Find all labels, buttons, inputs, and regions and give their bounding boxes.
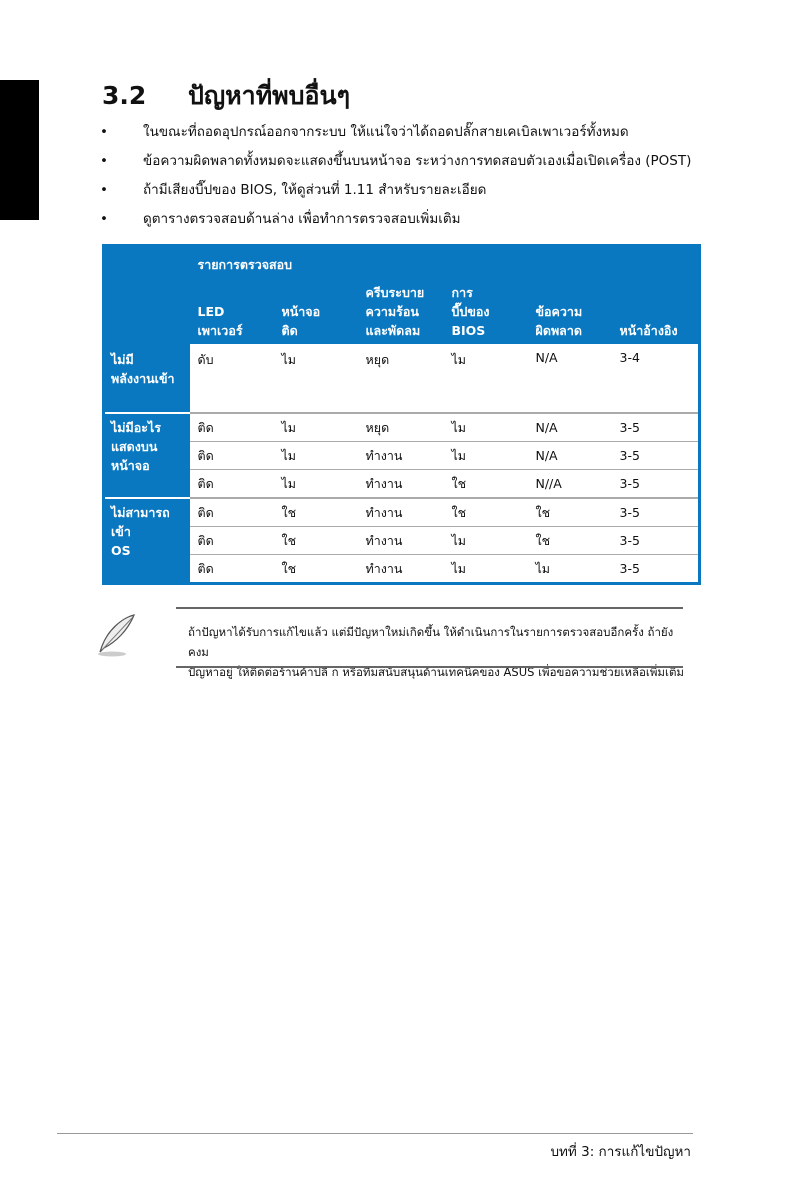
table-cell: ทำงาน	[357, 441, 444, 470]
table-cell: ใช	[443, 469, 528, 499]
footer-divider	[57, 1133, 693, 1134]
table-cell: ใช	[273, 498, 358, 527]
table-cell: ไม	[273, 441, 358, 470]
feather-pen-icon	[98, 614, 135, 657]
table-row: ติด ไม ทำงาน ไม N/A 3-5	[104, 441, 700, 470]
table-row: ไม่มีอะไร แสดงบน หน้าจอ ติด ไม หยุด ไม N/A 3-5	[103, 413, 700, 499]
column-header: หน้าจอ ติด	[281, 304, 321, 338]
table-cell: 3-5	[611, 413, 700, 442]
bullet-list: • ในขณะที่ถอดอุปกรณ์ออกจากระบบ ให้แน่ใจว่…	[100, 122, 691, 238]
bullet-item: • ข้อความผิดพลาดทั้งหมดจะแสดงขึ้นบนหน้าจอ…	[100, 153, 692, 169]
table-row: ไม่สามารถ เข้า OS ติด ใช ทำงาน ใช ใช 3-5	[103, 498, 700, 585]
table-row: ไม่มี พลังงานเข้า ดับ ไม หยุด ไม N/A 3-4	[103, 344, 700, 414]
table-cell: N//A	[527, 469, 612, 499]
column-header: LED เพาเวอร์	[197, 304, 243, 338]
table-cell: ไม	[443, 554, 528, 584]
note-bottom-divider	[176, 666, 683, 668]
table-cell: ทำงาน	[357, 554, 444, 584]
bullet-icon: •	[100, 124, 108, 140]
table-row: ติด ใช ทำงาน ไม ไม 3-5	[104, 554, 700, 584]
bullet-icon: •	[100, 211, 108, 227]
category-label: ไม่มี พลังงานเข้า	[103, 344, 190, 414]
table-cell: ใช	[527, 526, 612, 555]
table-cell: ไม	[443, 413, 528, 442]
table-cell: ไม	[273, 469, 358, 499]
bullet-item: • ในขณะที่ถอดอุปกรณ์ออกจากระบบ ให้แน่ใจว่…	[100, 124, 629, 140]
table-cell: 3-5	[611, 469, 700, 499]
table-cell: 3-5	[611, 554, 700, 584]
table-cell: 3-5	[611, 526, 700, 555]
table-cell: ไม	[443, 526, 528, 555]
column-header: หน้าอ้างอิง	[619, 323, 678, 338]
table-cell: 3-5	[611, 441, 700, 470]
bullet-item: • ดูตารางตรวจสอบด้านล่าง เพื่อทำการตรวจสอ…	[100, 211, 461, 227]
table-cell: ติด	[189, 441, 274, 470]
table-cell: ติด	[189, 526, 274, 555]
table-cell: ดับ	[189, 344, 274, 414]
table-cell: ติด	[189, 469, 274, 499]
table-cell: ติด	[189, 413, 274, 442]
bullet-icon: •	[100, 153, 108, 169]
table-row: ติด ใช ทำงาน ไม ใช 3-5	[104, 526, 700, 555]
note-top-divider	[176, 607, 683, 609]
table-cell: ใช	[527, 498, 612, 527]
bullet-icon: •	[100, 182, 108, 198]
table-cell: ทำงาน	[357, 469, 444, 499]
category-label: ไม่สามารถ เข้า OS	[103, 498, 190, 585]
table-cell: ใช	[443, 498, 528, 527]
table-cell: ทำงาน	[357, 526, 444, 555]
bullet-item: • ถ้ามีเสียงบี๊ปของ BIOS, ให้ดูส่วนที่ 1.…	[100, 182, 487, 198]
table-cell: หยุด	[357, 344, 444, 414]
table-cell: ไม	[273, 344, 358, 414]
section-title-text: ปัญหาที่พบอื่นๆ	[188, 81, 351, 110]
table-row: ติด ไม ทำงาน ใช N//A 3-5	[104, 469, 700, 499]
table-cell: ใช	[273, 526, 358, 555]
group-header: รายการตรวจสอบ	[197, 257, 293, 272]
table-cell: ไม	[527, 554, 612, 584]
column-header: ข้อความ ผิดพลาด	[535, 304, 583, 338]
footer-chapter: บทที่ 3: การแก้ไขปัญหา	[550, 1144, 691, 1160]
table-cell: ทำงาน	[357, 498, 444, 527]
language-side-tab	[0, 80, 39, 220]
table-cell: ไม	[443, 441, 528, 470]
table-cell: ไม	[443, 344, 528, 414]
table-cell: N/A	[527, 441, 612, 470]
column-header: การ บี๊ปของ BIOS	[451, 285, 490, 338]
table-cell: N/A	[527, 344, 612, 414]
table-cell: ใช	[273, 554, 358, 584]
table-cell: ติด	[189, 554, 274, 584]
table-cell: ไม	[273, 413, 358, 442]
section-number: 3.2	[102, 81, 147, 110]
table-cell: ติด	[189, 498, 274, 527]
section-title: 3.2 ปัญหาที่พบอื่นๆ	[102, 76, 350, 116]
checklist-table: รายการตรวจสอบ LED เพาเวอร์ หน้าจอ ติด ครีบระ…	[102, 244, 702, 585]
table-cell: หยุด	[357, 413, 444, 442]
category-label: ไม่มีอะไร แสดงบน หน้าจอ	[103, 413, 190, 499]
table-cell: 3-4	[611, 344, 700, 414]
table-cell: N/A	[527, 413, 612, 442]
column-header: ครีบระบาย ความร้อน และพัดลม	[365, 285, 425, 338]
table-cell: 3-5	[611, 498, 700, 527]
note-text: ถ้าปัญหาได้รับการแก้ไขแล้ว แต่มีปัญหาใหม…	[188, 625, 684, 679]
